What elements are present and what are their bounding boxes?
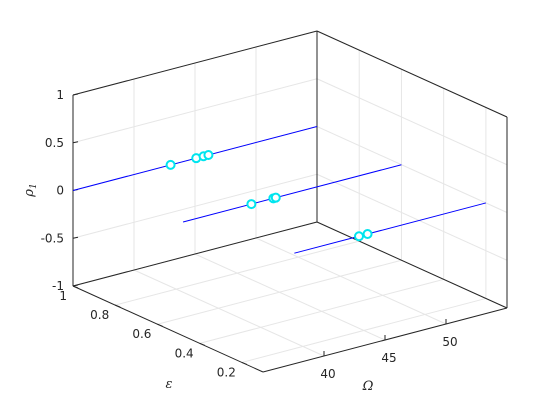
- z-axis-label-subscript: 1: [29, 183, 39, 189]
- axes-box-edge: [72, 221, 318, 287]
- z-tick-label: -0.5: [41, 231, 64, 245]
- grid-line-sidewall-z: [316, 173, 508, 261]
- y-axis-label: ε: [166, 377, 173, 392]
- grid-line-sidewall-z: [316, 126, 508, 213]
- grid-line-floor-y: [157, 259, 402, 325]
- z-tick-label: 0: [56, 184, 64, 198]
- x-tick-label: 40: [320, 367, 335, 381]
- y-tick-label: 0.8: [90, 308, 109, 322]
- axes-box-edge: [316, 221, 508, 309]
- z-tick-mark: [72, 284, 79, 287]
- data-point-marker: [246, 199, 257, 210]
- z-tick-mark: [72, 93, 79, 96]
- data-point-marker: [362, 228, 373, 239]
- y-tick-label: 0.2: [217, 365, 236, 379]
- y-tick-label: 1: [59, 289, 67, 303]
- x-tick-label: 50: [442, 335, 457, 349]
- series-line: [294, 202, 487, 254]
- axes-frame: [72, 30, 508, 373]
- z-tick-mark: [72, 141, 79, 144]
- axes-box-edge: [316, 30, 508, 118]
- grid-line-backwall-z: [72, 173, 318, 239]
- axes-box-edge: [72, 30, 318, 96]
- series-layer: [72, 126, 487, 254]
- z-axis-label: ρ1: [22, 183, 39, 197]
- y-tick-label: 0.6: [132, 327, 151, 341]
- grid-line-backwall-z: [72, 78, 318, 144]
- y-tick-mark: [241, 361, 248, 365]
- x-tick-label: 45: [381, 351, 396, 365]
- y-tick-label: 0.4: [175, 346, 194, 360]
- data-point-marker: [203, 149, 214, 160]
- grid-line-floor-y: [241, 297, 487, 363]
- grid-line-floor-x: [255, 237, 447, 325]
- x-axis-label: Ω: [362, 379, 374, 394]
- axes-box-edge: [72, 285, 264, 373]
- z-tick-label: 0.5: [45, 136, 64, 150]
- grid-line-sidewall-z: [316, 78, 508, 166]
- grid-line-floor-x: [194, 253, 386, 341]
- grid-line-floor-x: [133, 269, 325, 357]
- data-point-marker: [270, 192, 281, 203]
- z-tick-label: -1: [52, 279, 64, 293]
- y-tick-mark: [115, 304, 121, 308]
- marker-layer: [165, 149, 373, 242]
- z-axis-label-main: ρ: [22, 189, 37, 198]
- y-tick-mark: [199, 342, 205, 346]
- grid-line-floor-y: [115, 240, 360, 306]
- data-point-marker: [354, 231, 365, 242]
- grid-layer: [72, 30, 508, 363]
- z-tick-mark: [72, 236, 79, 239]
- y-tick-mark: [157, 323, 163, 327]
- grid-line-floor-y: [199, 278, 444, 344]
- axis-label-layer: Ω ε ρ1: [22, 183, 374, 394]
- series-line: [182, 164, 402, 223]
- z-tick-label: 1: [56, 88, 64, 102]
- data-point-marker: [165, 159, 176, 170]
